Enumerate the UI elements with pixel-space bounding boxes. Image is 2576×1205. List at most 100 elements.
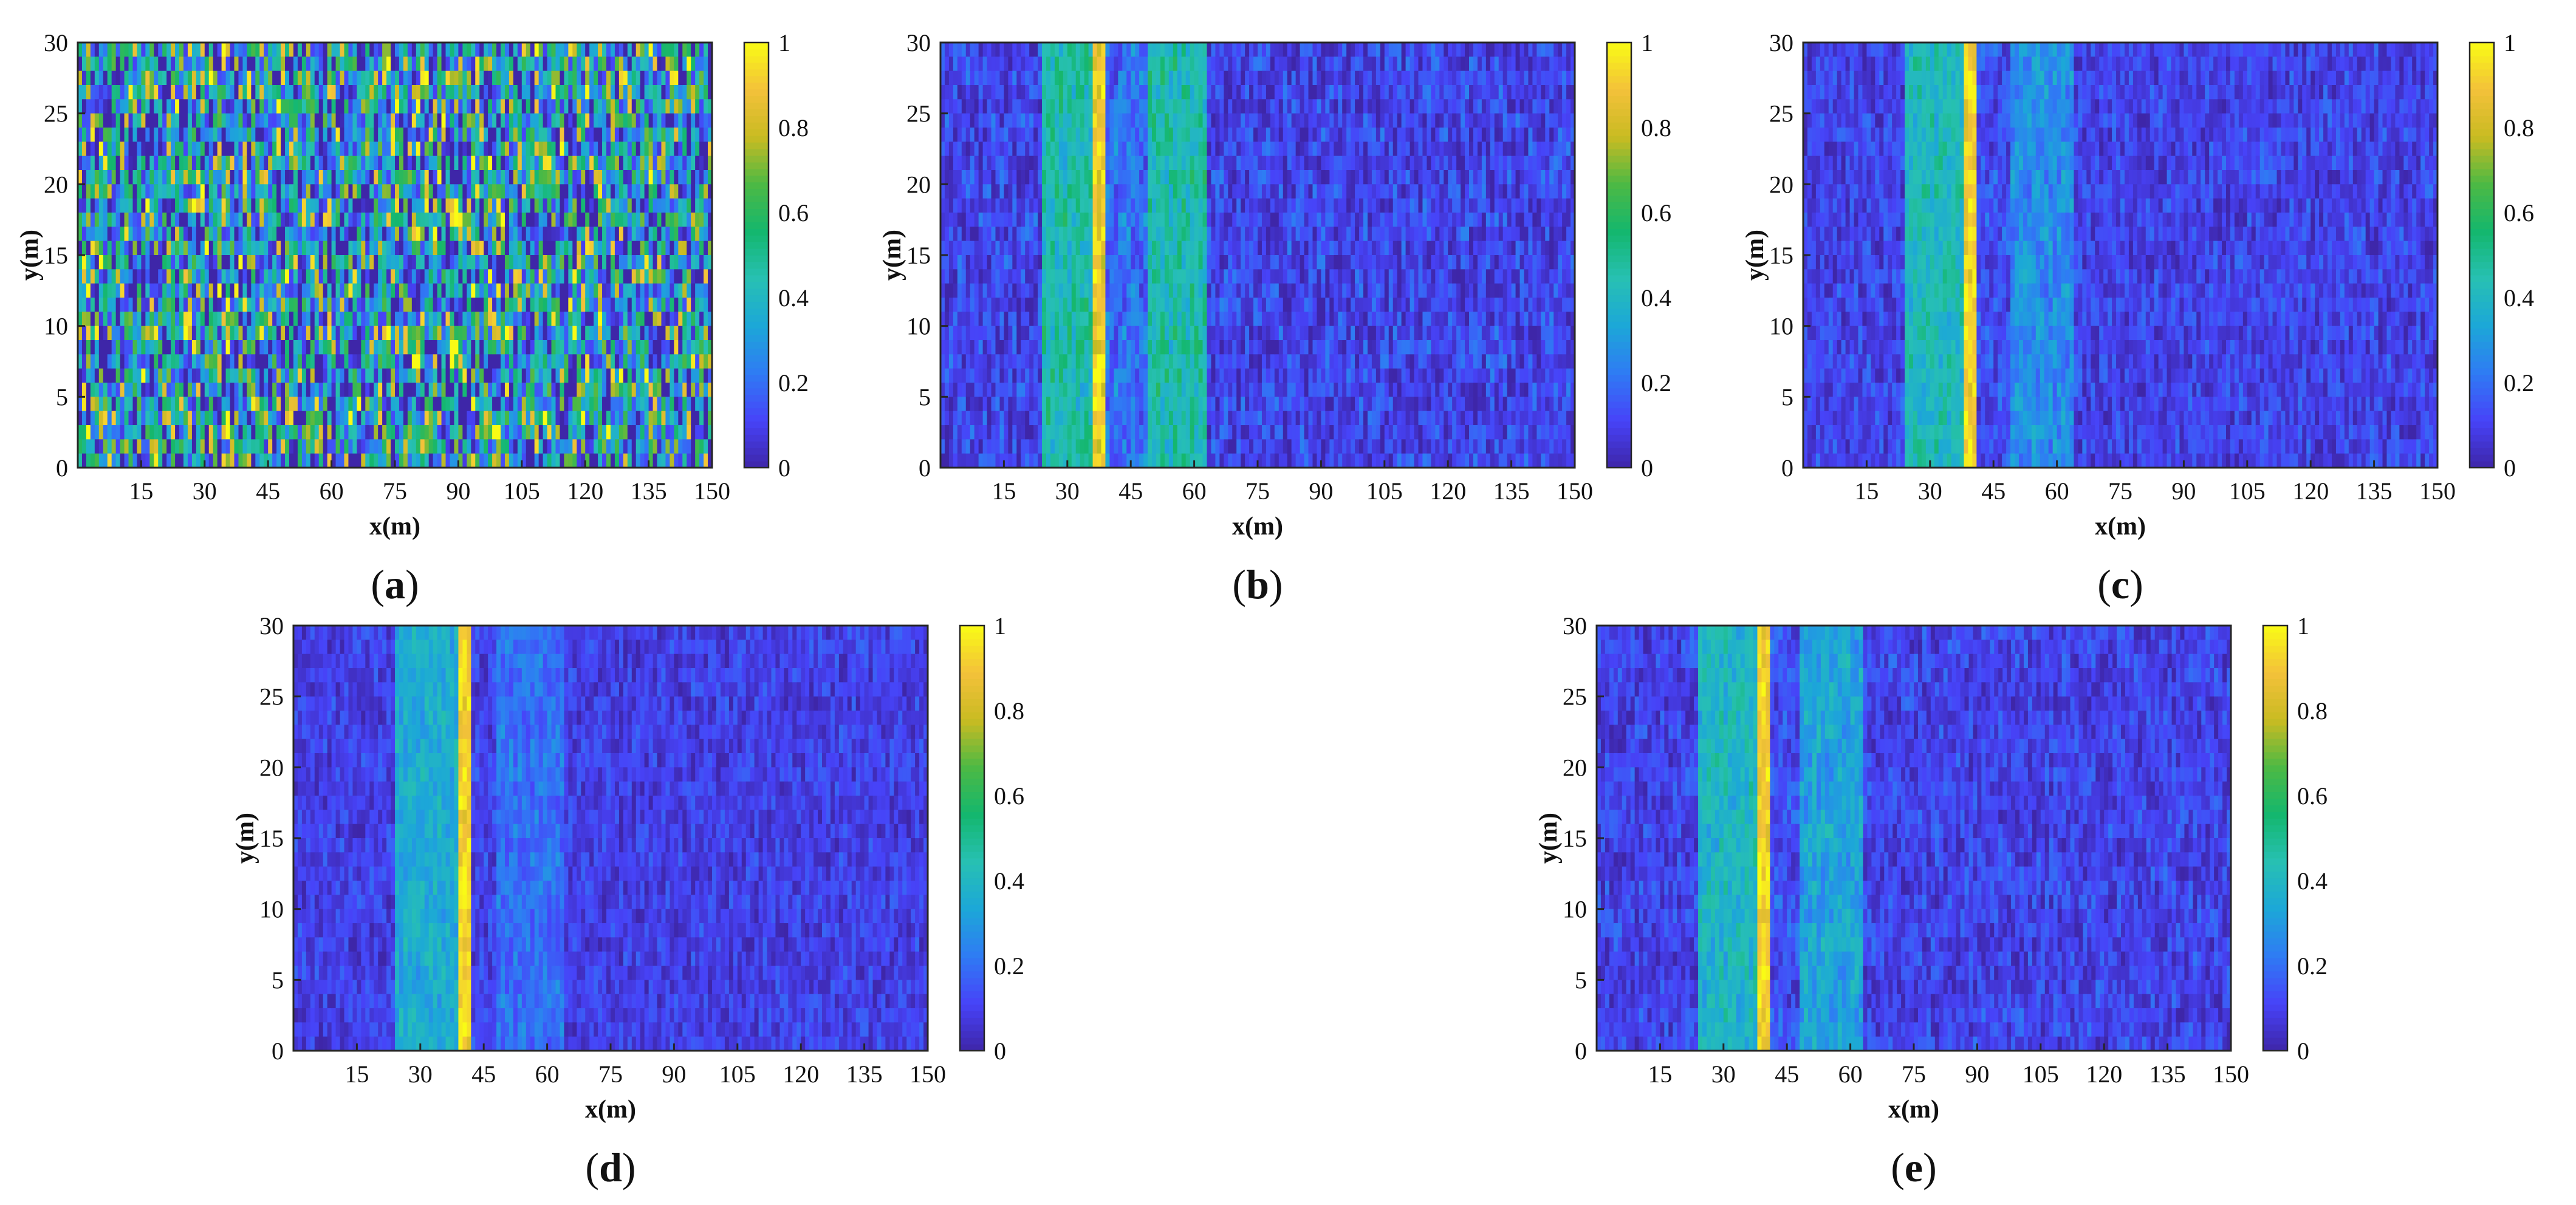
heatmap-cell	[395, 354, 400, 369]
heatmap-cell	[234, 99, 239, 114]
heatmap-cell	[361, 85, 366, 100]
heatmap-cell	[132, 298, 138, 312]
heatmap-cell	[695, 439, 700, 454]
heatmap-cell	[428, 283, 434, 298]
heatmap-cell	[594, 283, 598, 298]
heatmap-cell	[238, 113, 244, 128]
heatmap-cell	[120, 340, 125, 355]
heatmap-cell	[213, 453, 218, 468]
heatmap-cell	[982, 298, 988, 312]
heatmap-cell	[374, 43, 379, 57]
heatmap-cell	[314, 241, 320, 256]
heatmap-cell	[547, 283, 552, 298]
heatmap-cell	[657, 383, 662, 397]
heatmap-cell	[627, 439, 632, 454]
colorbar-segment	[744, 315, 769, 322]
heatmap-cell	[526, 241, 531, 256]
heatmap-cell	[708, 283, 713, 298]
heatmap-cell	[352, 312, 357, 327]
heatmap-cell	[111, 227, 117, 242]
heatmap-cell	[204, 241, 210, 256]
heatmap-cell	[403, 354, 408, 369]
heatmap-cell	[682, 213, 687, 227]
heatmap-cell	[340, 241, 345, 256]
heatmap-cell	[268, 170, 273, 185]
heatmap-cell	[208, 425, 214, 440]
heatmap-cell	[543, 397, 548, 412]
heatmap-cell	[454, 227, 459, 242]
heatmap-cell	[687, 397, 691, 412]
heatmap-cell	[691, 269, 696, 284]
heatmap-cell	[640, 128, 645, 142]
heatmap-cell	[504, 170, 510, 185]
heatmap-cell	[416, 99, 421, 114]
heatmap-cell	[475, 397, 480, 412]
heatmap-cell	[982, 56, 988, 72]
heatmap-cell	[661, 312, 666, 327]
heatmap-cell	[471, 425, 476, 440]
heatmap-cell	[234, 354, 239, 369]
heatmap-cell	[98, 298, 104, 312]
heatmap-cell	[695, 383, 700, 397]
heatmap-cell	[391, 56, 396, 72]
heatmap-cell	[555, 213, 561, 227]
heatmap-cell	[314, 283, 320, 298]
heatmap-cell	[289, 142, 294, 157]
heatmap-cell	[538, 283, 544, 298]
heatmap-cell	[961, 298, 967, 312]
heatmap-cell	[530, 411, 535, 426]
heatmap-cell	[132, 99, 138, 114]
heatmap-cell	[357, 170, 361, 185]
heatmap-cell	[179, 354, 184, 369]
heatmap-cell	[640, 213, 645, 227]
heatmap-cell	[103, 411, 108, 426]
heatmap-cell	[475, 113, 480, 128]
heatmap-cell	[141, 170, 146, 185]
heatmap-cell	[648, 43, 654, 57]
heatmap-cell	[407, 283, 413, 298]
heatmap-cell	[128, 326, 134, 341]
heatmap-cell	[433, 298, 438, 312]
heatmap-cell	[318, 397, 324, 412]
heatmap-cell	[369, 113, 374, 128]
heatmap-cell	[369, 397, 374, 412]
heatmap-cell	[467, 241, 471, 256]
heatmap-cell	[614, 213, 620, 227]
heatmap-cell	[247, 269, 252, 284]
heatmap-cell	[78, 128, 83, 142]
heatmap-cell	[948, 70, 954, 86]
heatmap-cell	[78, 298, 83, 312]
heatmap-cell	[704, 354, 708, 369]
heatmap-cell	[268, 227, 273, 242]
heatmap-cell	[272, 255, 277, 270]
heatmap-cell	[255, 85, 260, 100]
heatmap-cell	[310, 43, 315, 57]
heatmap-cell	[221, 439, 227, 454]
heatmap-cell	[445, 354, 451, 369]
heatmap-cell	[407, 99, 413, 114]
colorbar-tick-label: 1	[778, 29, 790, 56]
heatmap-cell	[171, 99, 176, 114]
heatmap-cell	[484, 368, 488, 383]
colorbar-segment	[744, 301, 769, 309]
heatmap-cell	[982, 340, 988, 355]
heatmap-cell	[521, 56, 527, 72]
heatmap-cell	[944, 383, 950, 397]
heatmap-cell	[462, 354, 467, 369]
heatmap-cell	[323, 170, 328, 185]
heatmap-cell	[171, 142, 176, 157]
heatmap-cell	[208, 70, 214, 86]
heatmap-cell	[331, 227, 337, 242]
heatmap-cell	[572, 170, 577, 185]
heatmap-cell	[948, 453, 954, 468]
heatmap-cell	[458, 425, 463, 440]
heatmap-cell	[357, 56, 361, 72]
heatmap-cell	[191, 227, 197, 242]
heatmap-cell	[521, 142, 527, 157]
heatmap-cell	[699, 312, 704, 327]
heatmap-cell	[479, 198, 484, 213]
heatmap-cell	[225, 298, 231, 312]
heatmap-cell	[433, 439, 438, 454]
heatmap-cell	[661, 326, 666, 341]
heatmap-cell	[318, 453, 324, 468]
